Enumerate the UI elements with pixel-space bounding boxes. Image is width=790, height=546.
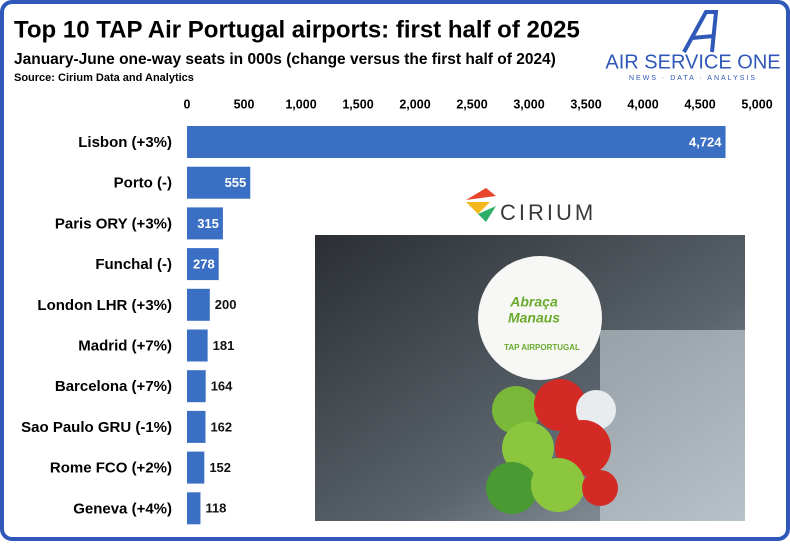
x-tick-label: 5,000 <box>741 97 772 111</box>
bar <box>187 126 726 158</box>
source: Source: Cirium Data and Analytics <box>14 72 194 84</box>
value-label: 278 <box>193 257 215 272</box>
x-tick-label: 500 <box>234 97 255 111</box>
x-tick-label: 4,500 <box>684 97 715 111</box>
balloon <box>486 462 538 514</box>
bar <box>187 492 201 525</box>
x-tick-label: 0 <box>184 97 191 111</box>
balloon <box>502 422 554 474</box>
bar <box>187 370 206 403</box>
logo-tagline: NEWS · DATA · ANALYSIS <box>629 75 757 82</box>
logo-shape <box>466 188 496 200</box>
logo-text: AIR SERVICE ONE <box>605 51 780 73</box>
x-tick-label: 2,500 <box>456 97 487 111</box>
y-tick-label: Porto (-) <box>114 175 172 192</box>
balloon <box>582 470 618 506</box>
balloon <box>531 458 585 512</box>
value-label: 555 <box>225 175 247 190</box>
y-tick-label: Rome FCO (+2%) <box>50 460 172 477</box>
balloon <box>576 390 616 430</box>
window <box>600 330 745 521</box>
x-tick-label: 1,000 <box>285 97 316 111</box>
air-service-one-logo: AIR SERVICE ONE NEWS · DATA · ANALYSIS <box>605 10 781 82</box>
cirium-text: CIRIUM <box>500 200 596 225</box>
value-label: 315 <box>197 216 219 231</box>
bar <box>187 166 251 199</box>
value-label: 200 <box>215 297 237 312</box>
bar <box>187 451 205 484</box>
x-tick-label: 1,500 <box>342 97 373 111</box>
value-label: 152 <box>209 460 231 475</box>
bar <box>187 288 210 321</box>
x-tick-label: 3,000 <box>513 97 544 111</box>
chart-title: Top 10 TAP Air Portugal airports: first … <box>14 16 580 43</box>
logo-shape <box>466 202 490 214</box>
balloon <box>534 379 586 431</box>
x-tick-label: 4,000 <box>627 97 658 111</box>
photo: Abraça Manaus TAP AIRPORTUGAL <box>315 235 745 521</box>
y-tick-label: Sao Paulo GRU (-1%) <box>21 419 172 436</box>
bar <box>187 248 219 281</box>
value-label: 162 <box>210 419 232 434</box>
cirium-logo: CIRIUM <box>466 188 596 225</box>
logo-shape <box>478 206 496 222</box>
y-tick-label: Lisbon (+3%) <box>78 134 172 151</box>
bar <box>187 329 208 362</box>
bar <box>187 207 223 240</box>
logo-glyph <box>682 10 719 53</box>
big-balloon <box>478 256 602 380</box>
value-label: 181 <box>213 338 235 353</box>
subtitle: January-June one-way seats in 000s (chan… <box>14 51 556 68</box>
y-tick-label: Funchal (-) <box>95 256 172 273</box>
y-tick-label: Barcelona (+7%) <box>55 378 172 395</box>
x-tick-label: 2,000 <box>399 97 430 111</box>
balloon-text: Abraça <box>509 294 558 310</box>
y-tick-label: Geneva (+4%) <box>73 500 172 517</box>
y-tick-label: London LHR (+3%) <box>37 297 172 314</box>
bar <box>187 410 206 443</box>
balloon-text: Manaus <box>508 310 560 326</box>
y-tick-label: Madrid (+7%) <box>78 337 172 354</box>
balloon-brand: TAP AIRPORTUGAL <box>504 343 580 352</box>
y-tick-label: Paris ORY (+3%) <box>55 215 172 232</box>
value-label: 164 <box>211 379 233 394</box>
value-label: 4,724 <box>689 134 722 149</box>
x-tick-label: 3,500 <box>570 97 601 111</box>
value-label: 118 <box>205 501 226 516</box>
